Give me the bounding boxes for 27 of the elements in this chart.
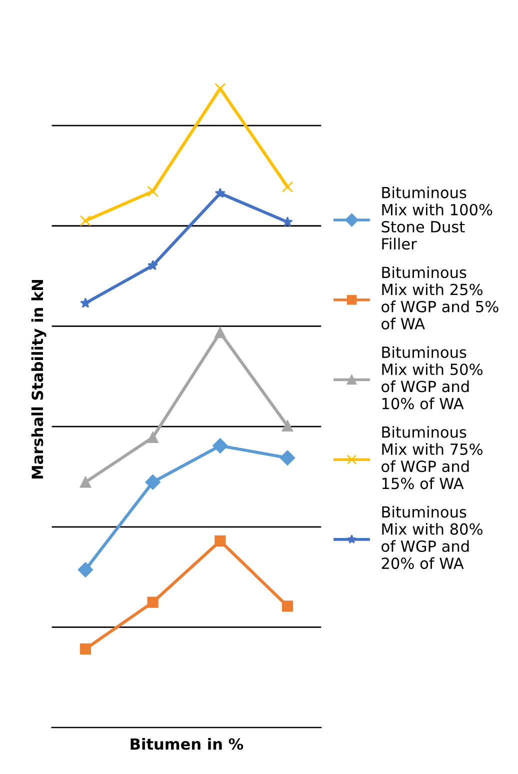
point [212,438,228,454]
point [214,82,226,94]
point [145,474,160,490]
legend-label: Bituminous Mix with 25% of WGP and 5% of WA [382,266,498,330]
legend-label: Bituminous Mix with 80% of WGP and 20% of WA [382,506,482,570]
point [80,298,91,308]
x-axis-title: Bitumen in % [130,738,244,750]
point [282,216,293,227]
point [282,420,294,432]
point [282,181,294,192]
point [80,215,92,226]
point [78,562,94,578]
legend-label: Bituminous Mix with 50% of WGP and 10% of WA [382,346,482,410]
point [280,450,296,466]
legend-label: Bituminous Mix with 75% of WGP and 15% of WA [382,426,482,490]
point [147,596,158,608]
point [80,643,92,655]
point [147,432,158,443]
legend-label: Bituminous Mix with 100% Stone Dust Filler [382,186,492,250]
point [147,260,158,270]
point [214,188,226,198]
point [214,327,226,338]
point [214,535,226,547]
point [282,600,294,612]
point [147,186,158,197]
y-axis-title: Marshall Stability in kN [31,280,46,479]
point [80,476,92,488]
